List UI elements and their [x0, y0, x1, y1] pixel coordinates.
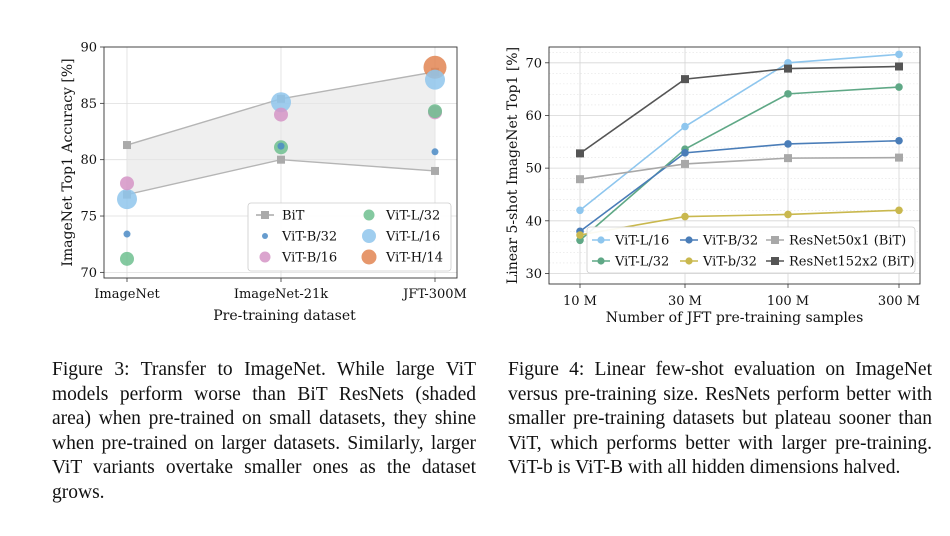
point-vit-b-32: [123, 230, 131, 238]
figure-3: 70 75 80 85 90 ImageNet ImageNet-21k JFT-300M Pr…: [52, 41, 476, 503]
y-tick-label: 40: [525, 214, 542, 229]
line-vit-b-32: [579, 209, 900, 236]
point-resnet152x2-bit: [576, 149, 584, 158]
y-tick-label: 90: [80, 41, 97, 56]
line-vit-l-32: [579, 86, 900, 241]
legend-box: [586, 226, 916, 274]
legend-label-vit-b-32: ViT-b/32: [702, 255, 757, 270]
point-vit-b-32: [895, 136, 903, 145]
legend-marker-vit-b-32: [685, 257, 693, 265]
point-vit-b-32: [277, 142, 285, 150]
y-tick-label: 60: [525, 109, 542, 124]
point-vit-l-32: [428, 104, 442, 119]
legend-marker-resnet50x1-bit: [771, 236, 779, 244]
y-tick-label: 30: [525, 267, 542, 282]
point-vit-b-32: [784, 140, 792, 148]
legend-label-bit: BiT: [282, 209, 305, 224]
plot-frame: [103, 46, 458, 279]
y-tick-label: 70: [525, 56, 542, 71]
legend-label-vit-l-32: ViT-L/32: [385, 209, 440, 224]
figure-4: 30 40 50 60 70 10 M 30 M 100 M 300 M ViT-L/16 ViT-…: [490, 0, 950, 536]
bit-shaded-area: [127, 71, 435, 195]
figure-3-chart: 70 75 80 85 90 ImageNet ImageNet-21k JFT-300M Pr…: [60, 41, 467, 325]
point-resnet152x2-bit: [895, 62, 903, 71]
point-resnet50x1-bit: [576, 175, 584, 184]
line-vit-b-32: [579, 139, 900, 232]
figure-4-chart: 30 40 50 60 70 10 M 30 M 100 M 300 M ViT-L/16 ViT-…: [505, 46, 921, 326]
y-tick-label: 75: [80, 210, 97, 225]
legend-marker-vit-l-16: [597, 236, 605, 244]
x-tick-label-jft-300m: JFT-300M: [401, 287, 467, 302]
y-tick-label: 70: [80, 266, 97, 281]
x-tick-label-imagenet: ImageNet: [94, 287, 160, 302]
point-vit-l-32: [895, 83, 903, 91]
legend-marker-bit: [261, 211, 269, 219]
line-vit-l-16: [579, 53, 900, 211]
legend-marker-vit-h-14: [361, 249, 377, 265]
plot-frame: [548, 46, 921, 285]
x-axis-label: Number of JFT pre-training samples: [606, 310, 864, 326]
legend-marker-vit-b-32: [262, 233, 268, 239]
line-resnet50x1-bit: [579, 156, 900, 180]
point-vit-l-16: [271, 92, 291, 113]
x-tick-label: 300 M: [878, 294, 920, 309]
y-tick-label: 50: [525, 162, 542, 177]
point-vit-b-32: [681, 149, 689, 157]
point-vit-l-32: [576, 236, 584, 245]
point-vit-b-32: [576, 231, 584, 239]
point-vit-b-32: [895, 206, 903, 215]
x-tick-label: 100 M: [767, 294, 809, 309]
point-vit-b-16: [120, 176, 134, 191]
legend-label-resnet152x2-bit: ResNet152x2 (BiT): [789, 255, 915, 270]
y-tick-label: 80: [80, 153, 97, 168]
x-tick-label: 30 M: [668, 294, 702, 309]
bit-point: [277, 155, 285, 164]
point-vit-l-16: [425, 69, 445, 90]
legend-label-vit-b-32: ViT-B/32: [281, 230, 337, 245]
point-resnet50x1-bit: [681, 159, 689, 168]
point-vit-b-16: [274, 107, 288, 122]
point-vit-l-32: [784, 90, 792, 98]
point-resnet152x2-bit: [681, 75, 689, 84]
point-resnet50x1-bit: [895, 153, 903, 162]
legend-label-vit-l-32: ViT-L/32: [614, 255, 669, 270]
legend-label-vit-b-16: ViT-B/16: [281, 251, 337, 266]
figure-3-caption: Figure 3: Transfer to ImageNet. While la…: [52, 359, 476, 503]
legend-label-vit-h-14: ViT-H/14: [385, 251, 443, 266]
legend-label-vit-b-32: ViT-B/32: [702, 234, 758, 249]
y-axis-label: Linear 5-shot ImageNet Top1 [%]: [505, 47, 521, 284]
bit-point: [431, 166, 439, 175]
point-vit-l-32: [120, 251, 134, 266]
bit-point: [123, 141, 131, 150]
point-resnet152x2-bit: [784, 64, 792, 73]
legend-label-vit-l-16: ViT-L/16: [614, 234, 669, 249]
legend-marker-vit-b-16: [259, 251, 271, 263]
y-tick-label: 85: [80, 97, 97, 112]
legend-box: [247, 202, 452, 272]
point-vit-l-16: [117, 189, 137, 210]
legend-marker-vit-l-32: [363, 209, 375, 221]
point-vit-b-32: [431, 148, 439, 156]
x-tick-label: 10 M: [563, 294, 597, 309]
legend-label-vit-l-16: ViT-L/16: [385, 230, 440, 245]
legend-marker-resnet152x2-bit: [771, 257, 779, 265]
point-vit-l-16: [895, 50, 903, 59]
legend-marker-vit-l-32: [597, 257, 605, 265]
point-vit-b-32: [784, 210, 792, 219]
legend-label-resnet50x1-bit: ResNet50x1 (BiT): [789, 234, 906, 249]
figure-4-caption: Figure 4: Linear few-shot evaluation on …: [508, 359, 932, 478]
point-vit-b-32: [681, 212, 689, 221]
line-resnet152x2-bit: [579, 65, 900, 155]
point-vit-l-16: [576, 206, 584, 215]
legend-marker-vit-l-16: [362, 229, 376, 243]
x-tick-label-imagenet-21k: ImageNet-21k: [234, 287, 328, 302]
point-vit-l-16: [681, 122, 689, 131]
y-axis-label: ImageNet Top1 Accuracy [%]: [60, 58, 76, 266]
legend-marker-vit-b-32: [685, 236, 693, 244]
x-axis-label: Pre-training dataset: [213, 308, 356, 324]
point-resnet50x1-bit: [784, 154, 792, 163]
